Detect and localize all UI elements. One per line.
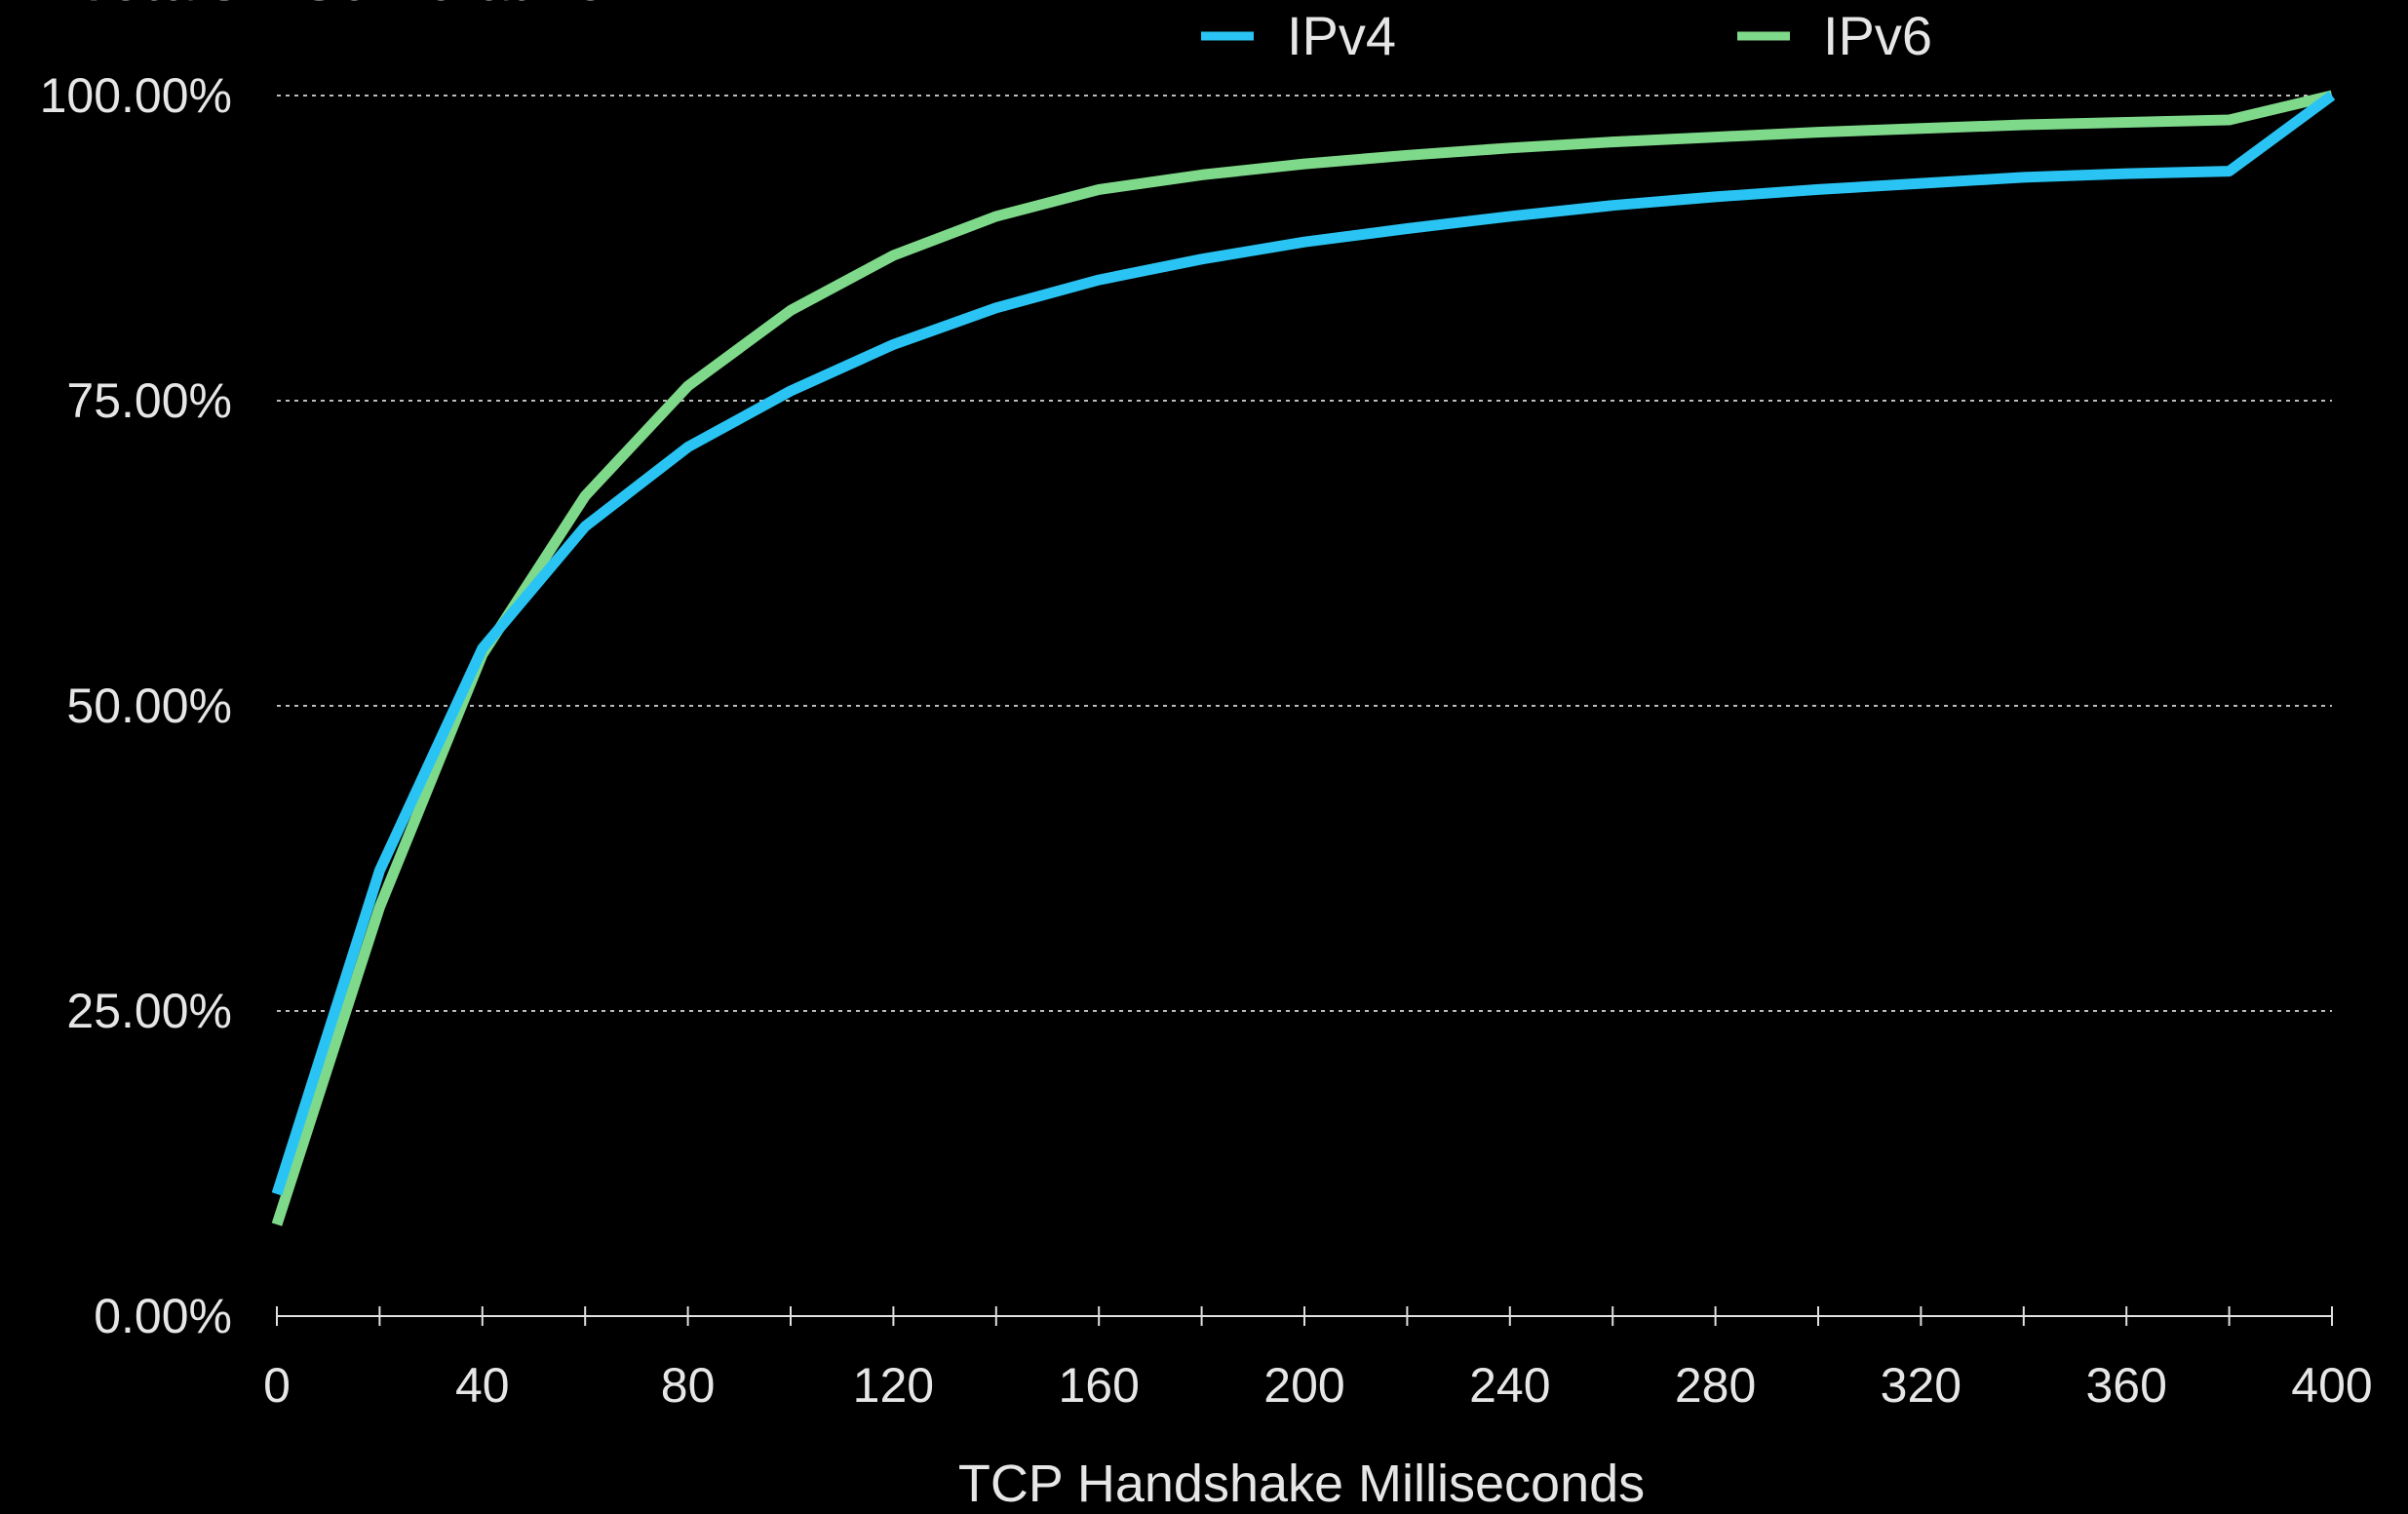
legend-item-ipv4: IPv4: [1201, 5, 1396, 66]
x-tick-label: 160: [1058, 1358, 1139, 1413]
x-tick-label: 320: [1881, 1358, 1961, 1413]
y-tick-label: 75.00%: [66, 373, 232, 428]
gridlines: [277, 96, 2332, 1011]
legend-label: IPv4: [1287, 5, 1396, 66]
legend: IPv4 IPv6: [1201, 5, 1932, 66]
x-tick-label: 400: [2291, 1358, 2372, 1413]
x-tick-label: 40: [455, 1358, 510, 1413]
x-tick-label: 360: [2085, 1358, 2166, 1413]
y-tick-label: 50.00%: [66, 679, 232, 733]
series-line-ipv4: [277, 96, 2332, 1194]
legend-label: IPv6: [1823, 5, 1932, 66]
x-axis-label: TCP Handshake Milliseconds: [958, 1455, 1645, 1513]
y-tick-label: 100.00%: [40, 68, 232, 123]
series-line-ipv6: [277, 96, 2332, 1224]
legend-item-ipv6: IPv6: [1737, 5, 1932, 66]
x-tick-label: 0: [263, 1358, 291, 1413]
y-axis: 0.00% 25.00% 50.00% 75.00% 100.00%: [40, 68, 232, 1343]
x-tick-label: 200: [1263, 1358, 1344, 1413]
y-tick-label: 25.00%: [66, 984, 232, 1038]
x-tick-label: 120: [853, 1358, 934, 1413]
x-tick-label: 240: [1469, 1358, 1550, 1413]
chart-title: Totals - Cumulative: [78, 0, 609, 14]
x-tick-label: 80: [661, 1358, 716, 1413]
series-lines: [277, 96, 2332, 1224]
x-tick-label: 280: [1675, 1358, 1756, 1413]
x-axis: 0 40 80 120 160 200 240 280 320 360 400: [263, 1306, 2373, 1413]
y-tick-label: 0.00%: [94, 1289, 232, 1343]
